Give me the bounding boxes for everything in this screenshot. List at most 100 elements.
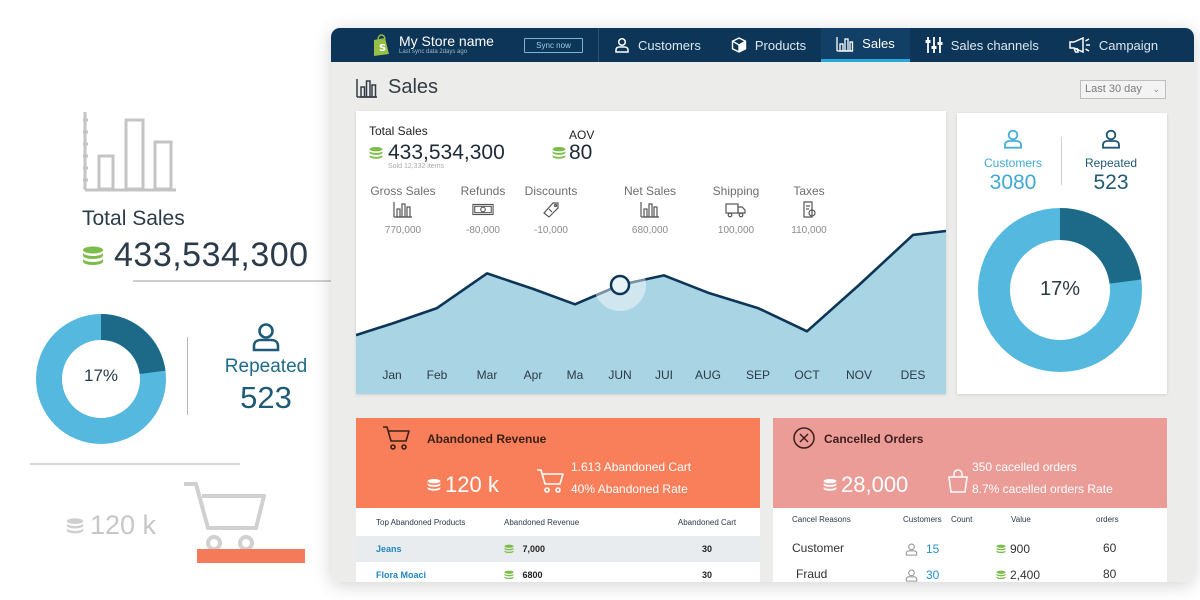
column-header: Abandoned Cart <box>677 517 737 527</box>
metric-discounts: Discounts -10,000 <box>516 184 586 236</box>
count-value: 15 <box>926 542 940 556</box>
promo-repeated-label: Repeated <box>224 356 308 377</box>
x-tick-label: Ma <box>566 368 584 382</box>
value-amount: 2,400 <box>1010 568 1041 582</box>
revenue-value: 7,000 <box>522 543 546 554</box>
chart-point[interactable] <box>609 274 631 296</box>
tab-label: Products <box>754 37 807 53</box>
customers-stat: Customers 3080 <box>963 129 1063 195</box>
last-sync-text: Last sync data 2days ago <box>399 49 468 55</box>
user-icon <box>905 569 918 582</box>
page-header: Sales <box>356 76 438 99</box>
coins-icon <box>823 478 837 491</box>
bar-chart-icon <box>393 202 412 218</box>
x-tick-label: Mar <box>476 368 498 382</box>
abandoned-header: Abandoned Revenue 120 k 1.613 Abandoned … <box>356 418 760 508</box>
abandoned-products-table: Top Abandoned Products Abandoned Revenue… <box>356 508 760 582</box>
table-row[interactable]: Jeans 7,000 30 <box>356 536 760 562</box>
aov-value: 80 <box>569 141 593 164</box>
shopping-cart-icon <box>184 482 266 551</box>
x-tick-label: JUI <box>655 368 673 382</box>
abandoned-value: 120 k <box>445 472 499 497</box>
x-tick-label: DES <box>900 368 926 382</box>
metric-label: Discounts <box>524 184 578 198</box>
metric-label: Shipping <box>712 184 760 198</box>
total-sales: 433,534,300 <box>369 141 505 165</box>
coins-icon <box>66 517 84 533</box>
tab-label: Sales channels <box>950 37 1039 53</box>
customer-count: 15 <box>905 542 939 556</box>
metric-refunds: Refunds -80,000 <box>448 184 518 236</box>
sync-now-button[interactable]: Sync now <box>524 38 583 53</box>
customers-card: Customers 3080 Repeated 523 17% <box>957 113 1167 394</box>
shopping-bag-icon <box>948 469 968 493</box>
x-tick-label: AUG <box>694 368 722 382</box>
divider <box>30 463 240 465</box>
orders-count: 60 <box>1103 541 1117 555</box>
tab-products[interactable]: Products <box>716 28 821 62</box>
user-icon <box>905 543 918 556</box>
close-circle-icon <box>793 427 815 449</box>
product-name[interactable]: Flora Moaci <box>376 570 427 580</box>
abandoned-revenue: 120 k <box>427 472 499 498</box>
abandoned-revenue-card: Abandoned Revenue 120 k 1.613 Abandoned … <box>356 418 760 582</box>
shopping-cart-icon <box>383 426 410 450</box>
metric-label: Refunds <box>460 184 506 198</box>
chevron-down-icon: ⌄ <box>1152 84 1160 94</box>
promo-total-sales: 433,534,300 <box>82 236 309 275</box>
column-header: Customers <box>903 515 942 524</box>
date-range-select[interactable]: Last 30 day ⌄ <box>1080 80 1166 99</box>
value-cell: 900 <box>996 542 1030 556</box>
cancel-reason: Customer <box>792 541 845 555</box>
metric-value: 110,000 <box>791 225 827 236</box>
x-tick-label: SEP <box>745 368 771 382</box>
user-icon <box>252 323 280 352</box>
revenue-value: 6800 <box>522 569 543 580</box>
tab-campaign[interactable]: Campaign <box>1054 28 1173 62</box>
tab-label: Sales <box>862 36 895 51</box>
metric-label: Net Sales <box>623 184 677 198</box>
shopify-bag-icon: S <box>374 34 389 56</box>
tab-label: Campaign <box>1098 37 1159 53</box>
aov: 80 <box>552 141 592 165</box>
promo-repeated-value: 523 <box>240 380 292 415</box>
promo-abandoned-value: 120 k <box>90 510 157 540</box>
table-row[interactable]: Flora Moaci 6800 30 <box>356 562 760 582</box>
app-window: S My Store name Last sync data 2days ago… <box>331 28 1194 582</box>
coins-icon <box>504 570 514 580</box>
coins-icon <box>427 478 441 491</box>
customer-count: 30 <box>905 568 939 582</box>
total-sales-value: 433,534,300 <box>388 141 505 164</box>
divider <box>133 280 343 282</box>
divider <box>1061 137 1062 185</box>
column-header: Value <box>1011 515 1031 524</box>
tab-sales[interactable]: Sales <box>821 28 910 62</box>
tab-sales-channels[interactable]: Sales channels <box>910 28 1054 62</box>
user-icon <box>1004 129 1022 149</box>
aov-label: AOV <box>569 128 595 142</box>
table-row[interactable]: Fraud 30 2,400 80 <box>773 562 1167 582</box>
user-icon <box>1102 129 1120 149</box>
cancelled-orders-rate: 8.7% cacelled orders Rate <box>972 482 1113 496</box>
revenue-cell: 7,000 <box>504 536 654 562</box>
metric-gross-sales: Gross Sales 770,000 <box>368 184 438 236</box>
column-header: Top Abandoned Products <box>376 517 466 527</box>
accent-bar <box>197 549 305 563</box>
promo-abandoned: 120 k <box>66 510 156 541</box>
tab-customers[interactable]: Customers <box>599 28 716 62</box>
sales-area-chart <box>356 229 946 394</box>
repeated-label: Repeated <box>1084 156 1138 170</box>
value-amount: 900 <box>1010 542 1031 556</box>
store-name: My Store name <box>399 33 494 49</box>
metric-label: Taxes <box>793 184 825 198</box>
x-tick-label: OCT <box>794 368 820 382</box>
product-name[interactable]: Jeans <box>356 536 504 562</box>
box-icon <box>731 37 747 53</box>
table-row[interactable]: Customer 15 900 60 <box>773 536 1167 562</box>
value-cell: 2,400 <box>996 568 1040 582</box>
receipt-icon <box>803 201 816 218</box>
top-navigation: S My Store name Last sync data 2days ago… <box>331 28 1194 62</box>
column-header: orders <box>1096 515 1119 524</box>
x-tick-label: Apr <box>523 368 543 382</box>
cancel-reason: Fraud <box>796 567 828 581</box>
